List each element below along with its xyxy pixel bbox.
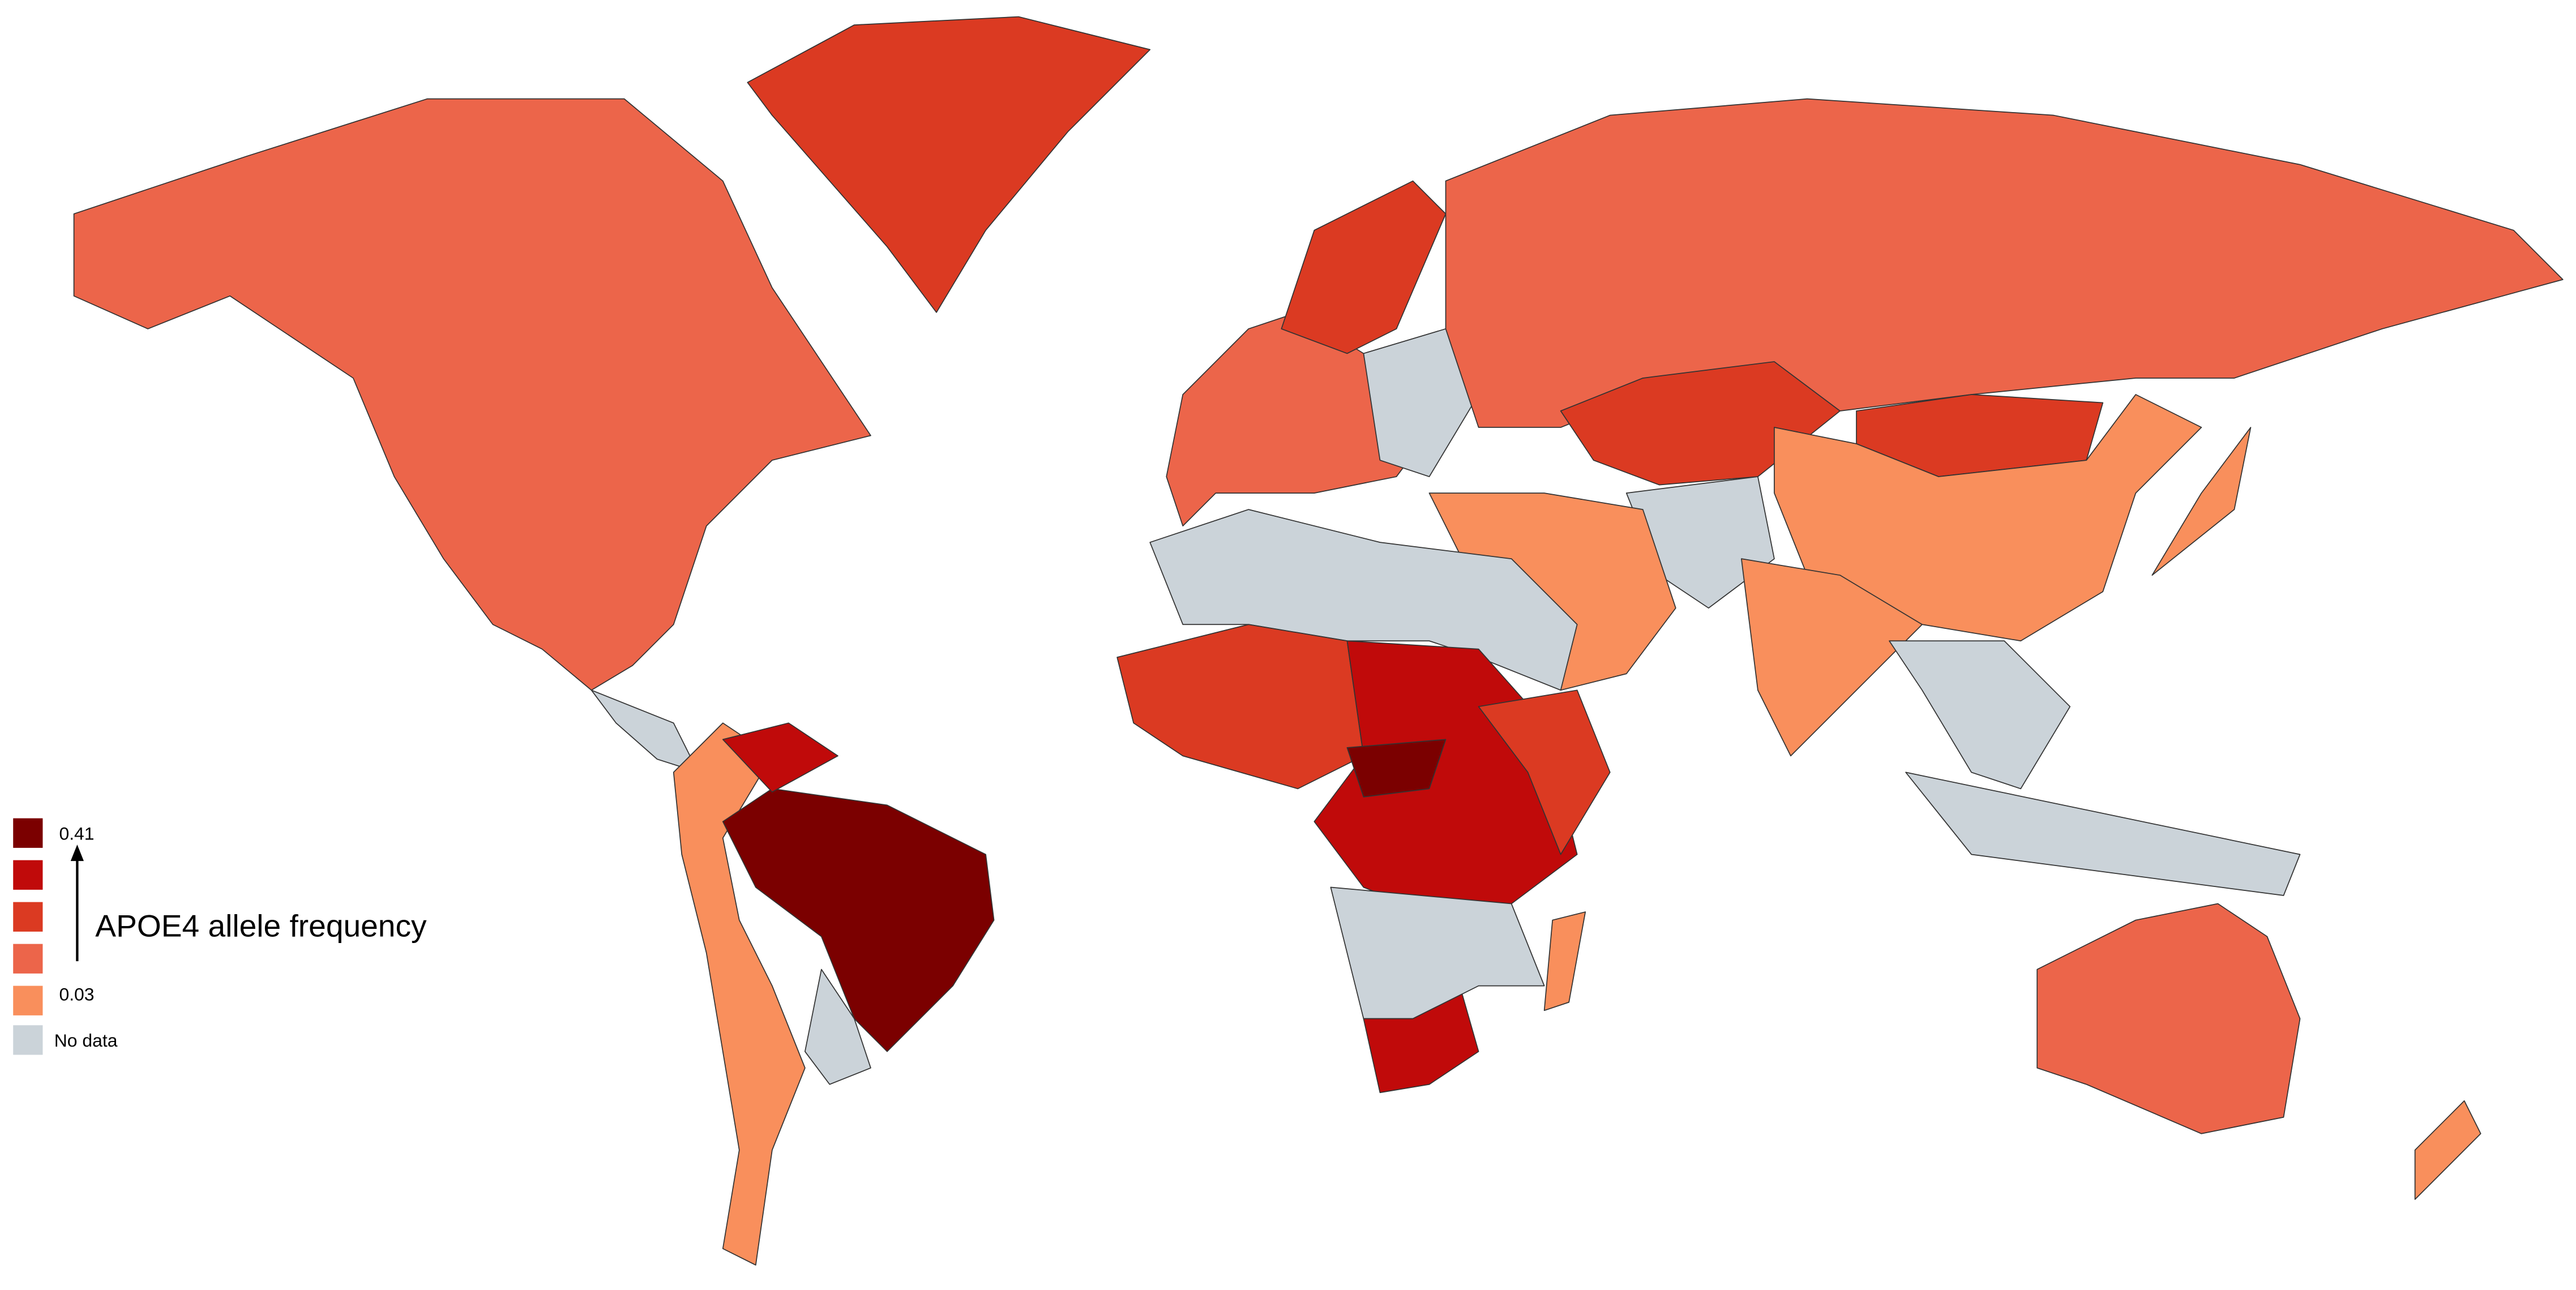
legend-min-label: 0.03 — [59, 984, 94, 1005]
india — [1741, 558, 1923, 757]
legend-swatch — [13, 818, 43, 848]
central-america — [590, 689, 699, 773]
brazil — [722, 788, 995, 1052]
andes-south-america — [673, 722, 806, 1266]
north-africa — [1149, 509, 1578, 691]
legend-max-label: 0.41 — [59, 823, 94, 843]
legend-no-data-label: No data — [54, 1030, 118, 1051]
southern-cone — [805, 968, 871, 1085]
australia — [2036, 903, 2301, 1134]
south-africa — [1363, 993, 1479, 1094]
legend-swatch — [13, 902, 43, 932]
west-africa — [1116, 624, 1364, 790]
central-african-republic — [1346, 739, 1447, 798]
russia — [1445, 98, 2564, 428]
regions — [73, 16, 2564, 1266]
north-america — [73, 98, 871, 691]
legend-arrowhead — [70, 845, 84, 862]
legend-swatch — [13, 860, 43, 890]
legend: 0.41 0.03 APOE4 allele frequency No data — [13, 818, 427, 1055]
new-zealand — [2414, 1100, 2481, 1200]
legend-swatch — [13, 944, 43, 974]
legend-title: APOE4 allele frequency — [95, 908, 427, 944]
venezuela — [722, 722, 838, 793]
legend-swatch — [13, 985, 43, 1015]
southeast-asia — [1889, 640, 2071, 790]
eastern-europe — [1363, 328, 1479, 477]
greenland — [747, 16, 1151, 313]
east-africa — [1478, 689, 1611, 855]
madagascar — [1543, 911, 1586, 1012]
indonesia — [1905, 772, 2301, 896]
southern-africa — [1330, 886, 1545, 1019]
japan — [2151, 427, 2252, 576]
legend-no-data-swatch — [13, 1025, 43, 1055]
scandinavia — [1281, 180, 1447, 354]
